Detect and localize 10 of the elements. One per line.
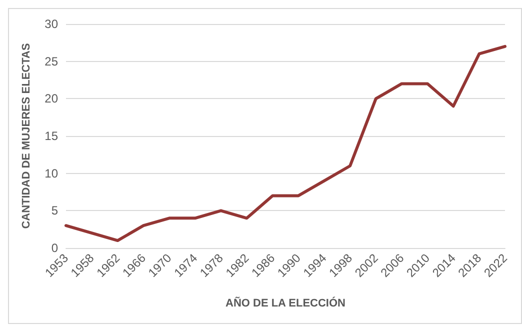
y-tick-label: 5 [51,204,58,218]
y-tick-label: 25 [44,54,58,68]
y-tick-label: 0 [51,241,58,255]
x-axis-title: AÑO DE LA ELECCIÓN [226,296,346,310]
y-tick-label: 30 [44,17,58,31]
y-tick-label: 20 [44,92,58,106]
y-tick-label: 10 [44,166,58,180]
y-axis-title: CANTIDAD DE MUJERES ELECTAS [20,43,32,229]
y-tick-label: 15 [44,129,58,143]
line-series [64,44,506,242]
